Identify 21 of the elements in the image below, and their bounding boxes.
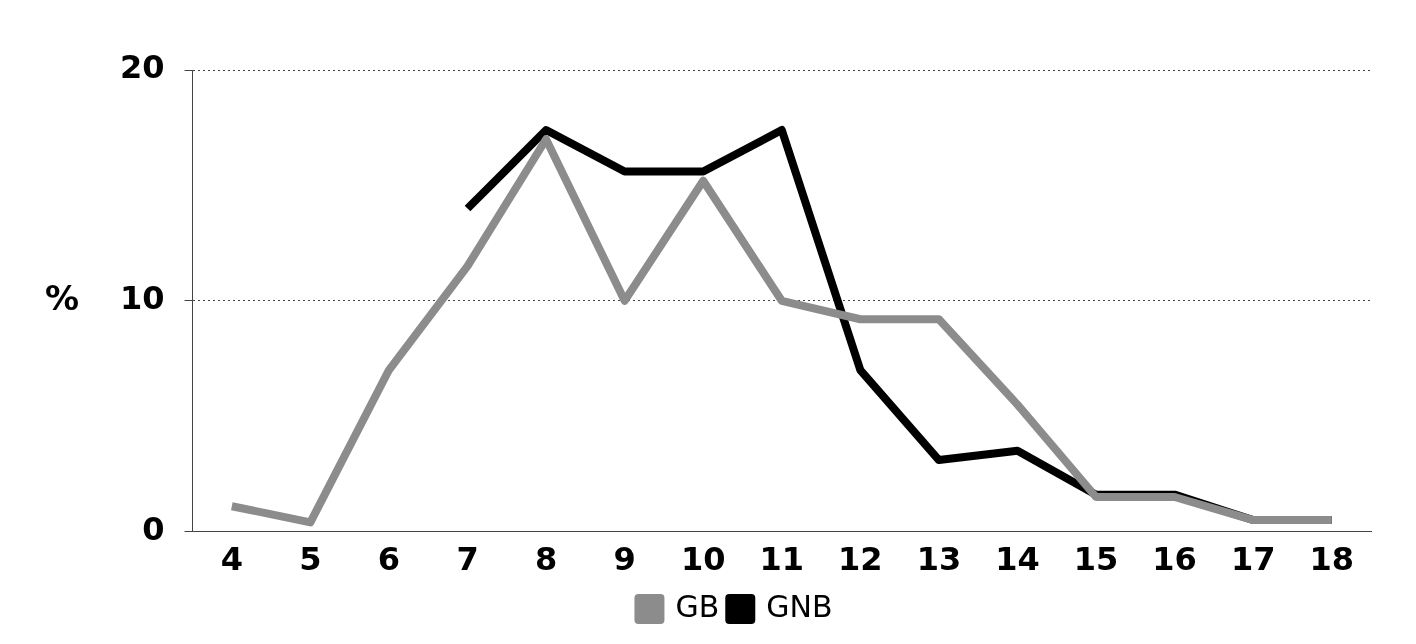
x-tick-label: 11 [759, 540, 805, 579]
legend-label: GNB [766, 588, 833, 624]
x-tick-label: 7 [456, 540, 479, 579]
x-tick-label: 14 [995, 540, 1040, 579]
legend-label: GB [675, 588, 720, 624]
x-tick-label: 12 [838, 540, 883, 579]
x-tick-label: 9 [613, 540, 636, 579]
x-tick-label: 5 [299, 540, 322, 579]
y-tick-label: 20 [120, 48, 165, 87]
y-tick-label: 0 [142, 509, 165, 548]
x-tick-label: 16 [1152, 540, 1197, 579]
x-tick-label: 18 [1309, 540, 1354, 579]
x-tick-label: 8 [534, 540, 558, 579]
y-axis-title: % [44, 277, 80, 318]
y-tick-label: 10 [120, 279, 165, 318]
x-tick-label: 15 [1073, 540, 1119, 579]
x-tick-label: 6 [377, 540, 401, 579]
x-tick-label: 10 [680, 540, 726, 579]
x-tick-label: 13 [916, 540, 962, 579]
x-tick-label: 17 [1230, 540, 1276, 579]
x-tick-label: 4 [220, 540, 243, 579]
